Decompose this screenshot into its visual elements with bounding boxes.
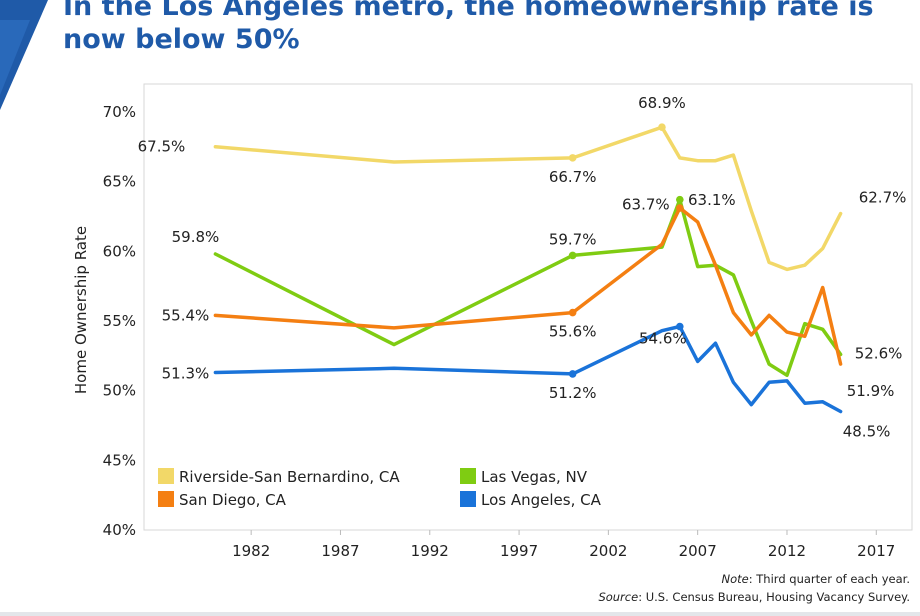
x-tick-label: 1997 — [500, 542, 538, 560]
note-text: : Third quarter of each year. — [748, 572, 910, 586]
data-point-marker — [676, 322, 684, 331]
note-line: Note: Third quarter of each year. — [722, 572, 910, 586]
data-label: 51.2% — [549, 384, 597, 402]
legend-label: Las Vegas, NV — [481, 468, 588, 486]
x-tick-label: 2017 — [857, 542, 895, 560]
series-line — [213, 197, 843, 378]
data-point-marker — [568, 154, 577, 162]
source-text: : U.S. Census Bureau, Housing Vacancy Su… — [638, 590, 910, 604]
series-line — [213, 125, 843, 272]
legend-label: San Diego, CA — [179, 491, 287, 509]
logo-mark — [0, 0, 48, 110]
x-tick-label: 1982 — [232, 542, 270, 560]
y-tick-label: 50% — [103, 382, 136, 400]
line-chart: 40% 45% 50% 55% 60% 65% 70% 1982 1987 1992 1997 200… — [72, 83, 913, 560]
plot-frame — [143, 83, 913, 531]
data-label: 62.7% — [859, 189, 907, 207]
y-tick-label: 70% — [103, 103, 136, 121]
source-label: Source — [598, 590, 639, 604]
x-tick-label: 2007 — [679, 542, 717, 560]
data-point-marker — [658, 123, 666, 132]
y-tick-label: 65% — [103, 173, 136, 191]
series-line — [213, 206, 843, 366]
source-line: Source: U.S. Census Bureau, Housing Vaca… — [598, 590, 910, 604]
data-label: 48.5% — [843, 423, 891, 441]
data-label: 59.8% — [172, 228, 220, 246]
y-tick-label: 40% — [103, 521, 136, 539]
data-point-marker — [568, 251, 577, 260]
data-label: 55.6% — [549, 323, 597, 341]
data-label: 67.5% — [138, 138, 186, 156]
data-label: 66.7% — [549, 168, 597, 186]
data-point-marker — [676, 204, 684, 212]
series-line — [213, 324, 843, 414]
y-tick-label: 60% — [103, 242, 136, 260]
y-tick-label: 55% — [103, 312, 136, 330]
x-tick-label: 2002 — [589, 542, 627, 560]
legend-swatch — [158, 491, 174, 507]
data-label: 59.7% — [549, 230, 597, 248]
legend-label: Los Angeles, CA — [481, 491, 602, 509]
chart-title: In the Los Angeles metro, the homeowners… — [63, 0, 874, 55]
bottom-rule — [0, 612, 920, 616]
x-tick-label: 1992 — [411, 542, 449, 560]
data-label: 51.3% — [162, 365, 210, 383]
x-tick-label: 2012 — [768, 542, 806, 560]
data-point-marker — [568, 370, 577, 378]
note-label: Note — [721, 572, 749, 586]
data-label: 68.9% — [638, 94, 686, 112]
legend-label: Riverside-San Bernardino, CA — [179, 468, 400, 486]
data-label: 52.6% — [855, 344, 903, 362]
data-point-marker — [568, 308, 577, 317]
data-label: 55.4% — [162, 306, 210, 324]
x-tick-label: 1987 — [321, 542, 359, 560]
y-tick-label: 45% — [103, 451, 136, 469]
legend-swatch — [460, 491, 476, 507]
data-label: 51.9% — [847, 382, 895, 400]
data-label: 54.6% — [639, 330, 687, 348]
data-label: 63.1% — [688, 191, 736, 209]
legend-swatch — [158, 468, 174, 484]
data-label: 63.7% — [622, 196, 670, 214]
y-axis-label: Home Ownership Rate — [72, 226, 90, 394]
data-point-marker — [676, 195, 684, 204]
legend-swatch — [460, 468, 476, 484]
